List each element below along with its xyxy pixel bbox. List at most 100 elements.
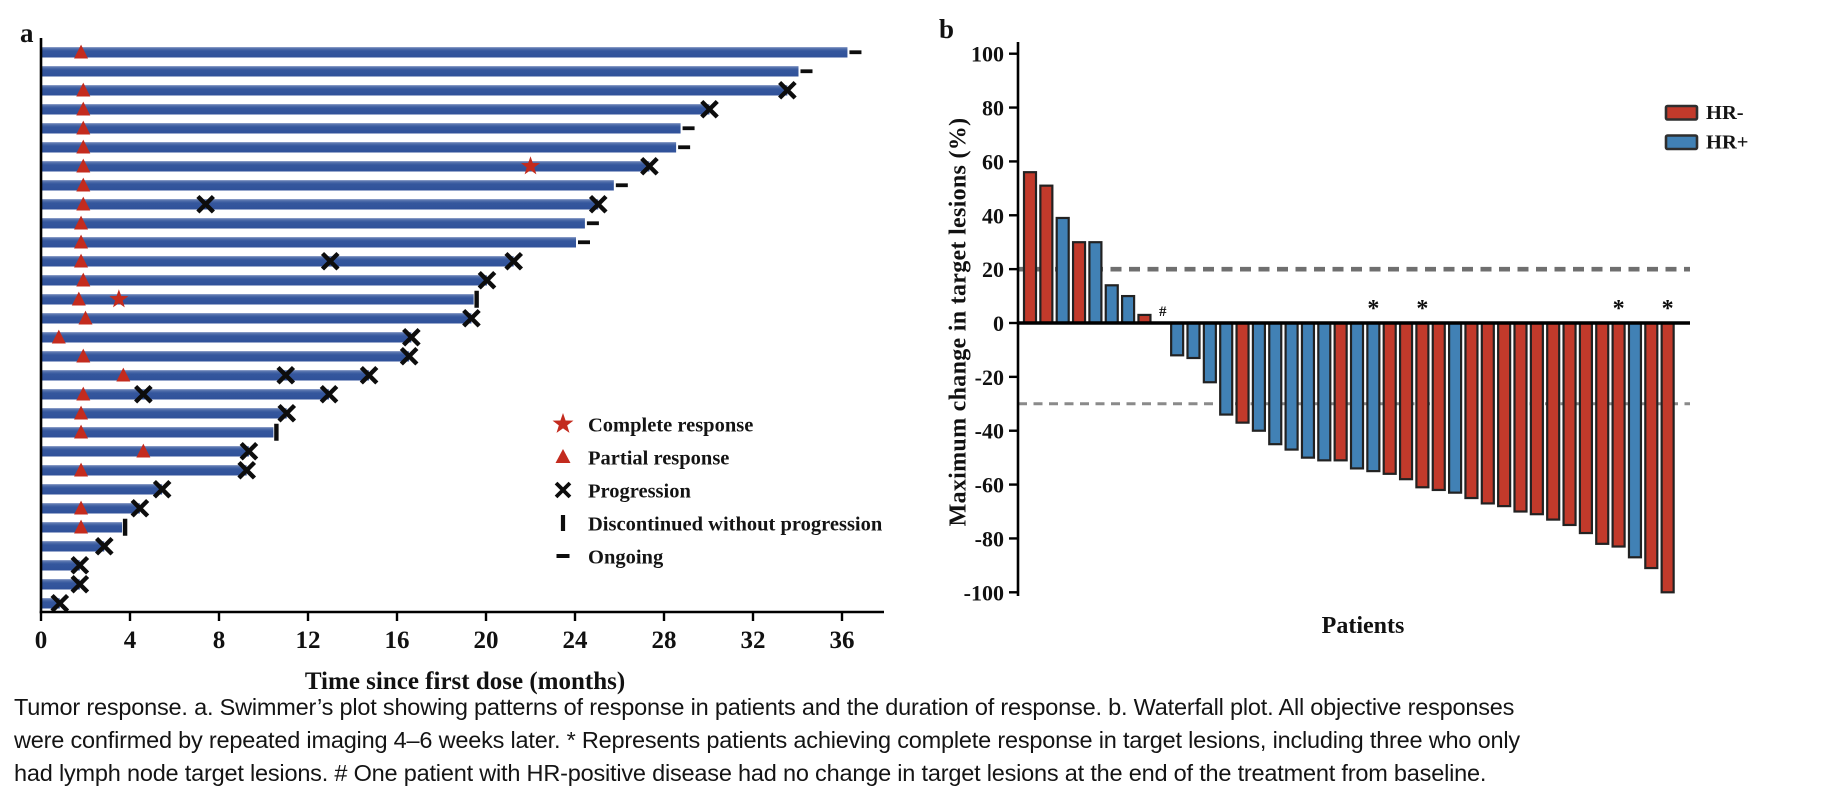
swimmer-bar [42,389,330,400]
progression-x-marker [320,251,340,271]
progression-x-icon [554,481,572,499]
legend-item: Complete response [552,413,753,437]
swimmer-bar [42,218,585,229]
partial-response-triangle-marker [74,519,89,534]
x-tick-label: 28 [652,627,677,654]
legend-label: Partial response [588,448,729,470]
x-tick-label: 36 [830,627,855,654]
waterfall-bar [1382,321,1397,475]
progression-x-marker [152,479,172,499]
partial-response-triangle-marker [76,196,91,211]
legend-swatch-hr-negative [1664,104,1699,121]
swimmer-bar [42,180,614,191]
complete-response-asterisk-annotation: * [1367,296,1379,322]
swimmer-bar [42,408,287,419]
complete-response-asterisk-annotation: * [1613,296,1625,322]
progression-x-marker [588,194,608,214]
waterfall-bar [1071,241,1087,325]
legend-item: Partial response [555,448,729,470]
swimmer-bar [42,123,681,134]
waterfall-y-axis-title: Maximum change in target lesions (%) [945,117,972,527]
swimmer-bar [42,541,105,552]
swimmer-bar [42,332,412,343]
waterfall-bar [1464,321,1479,500]
progression-x-marker [778,80,797,100]
waterfall-bar [1022,171,1038,325]
x-tick-label: 20 [474,627,499,654]
waterfall-bar [1513,321,1528,513]
swimmer-bar [42,275,487,286]
progression-x-marker [462,308,481,328]
x-tick-label: 24 [563,627,589,654]
y-tick-label: 20 [982,257,1004,282]
swimmer-bar [42,503,140,514]
partial-response-triangle-marker [76,82,91,97]
swimmer-bar [42,427,274,438]
progression-x-marker [50,593,70,613]
y-tick-label: 100 [971,42,1004,67]
partial-response-triangle-marker [76,158,91,173]
waterfall-bar [1088,241,1103,325]
waterfall-bar [1219,321,1234,416]
legend-item: Discontinued without progression [560,514,883,536]
figure-caption: Tumor response. a. Swimmer’s plot showin… [14,694,1520,786]
swimmer-bar [42,579,80,590]
partial-response-triangle-marker [76,177,91,192]
legend-item: Progression [554,481,691,503]
y-tick-label: 40 [982,203,1004,228]
waterfall-bar [1300,321,1316,459]
y-tick-label: 0 [993,311,1004,336]
waterfall-bar [1627,321,1643,559]
waterfall-bar [1415,321,1430,489]
partial-response-triangle-marker [71,291,86,306]
progression-x-marker [196,194,215,214]
swimmer-bar [42,294,474,305]
partial-response-triangle-marker [136,443,151,458]
partial-response-triangle-marker [74,215,89,230]
swimmer-bar [42,465,247,476]
y-tick-label: -40 [975,419,1004,444]
legend-label: Discontinued without progression [588,514,883,536]
y-tick-label: 60 [982,149,1004,174]
swimmer-bar [42,313,472,324]
swimmer-bar [42,351,410,362]
waterfall-bar [1578,321,1594,535]
waterfall-bar [1268,321,1283,446]
waterfall-bar [1104,284,1119,325]
partial-response-triangle-marker [78,310,93,325]
complete-response-asterisk-annotation: * [1662,296,1674,322]
progression-x-marker [94,536,114,556]
y-tick-label: -80 [975,526,1004,551]
waterfall-bar [1480,321,1495,505]
partial-response-triangle-marker [76,120,91,135]
swimmer-bar [42,256,514,267]
swimmer-bar [42,161,650,172]
waterfall-bar [1562,321,1577,527]
partial-response-triangle-marker [74,234,89,249]
legend-item: HR+ [1664,132,1748,154]
waterfall-bar [1202,321,1217,384]
swimmer-bar [42,104,710,115]
partial-response-triangle-marker [116,367,131,382]
waterfall-bar [1660,321,1675,594]
swimmer-bar [42,66,799,77]
progression-x-marker [70,555,90,575]
swimmer-plot: 0 4 8 12 16 20 24 28 32 36 Complete response Partia… [35,38,884,654]
waterfall-x-axis-title: Patients [1321,613,1405,639]
progression-x-marker [640,156,659,176]
waterfall-bar [1235,321,1250,424]
swimmer-bar [42,560,80,571]
legend-swatch-hr-positive [1664,134,1699,151]
partial-response-triangle-marker [74,500,89,515]
partial-response-triangle-marker [76,386,91,401]
progression-x-marker [319,384,339,404]
waterfall-bar [1611,321,1626,548]
partial-response-triangle-marker [74,253,89,268]
complete-response-star-marker [109,289,129,308]
swimmer-bar [42,370,370,381]
waterfall-bar [1170,321,1185,357]
waterfall-bar [1595,321,1610,545]
waterfall-bar [1039,184,1054,325]
complete-response-star-marker [520,156,541,175]
